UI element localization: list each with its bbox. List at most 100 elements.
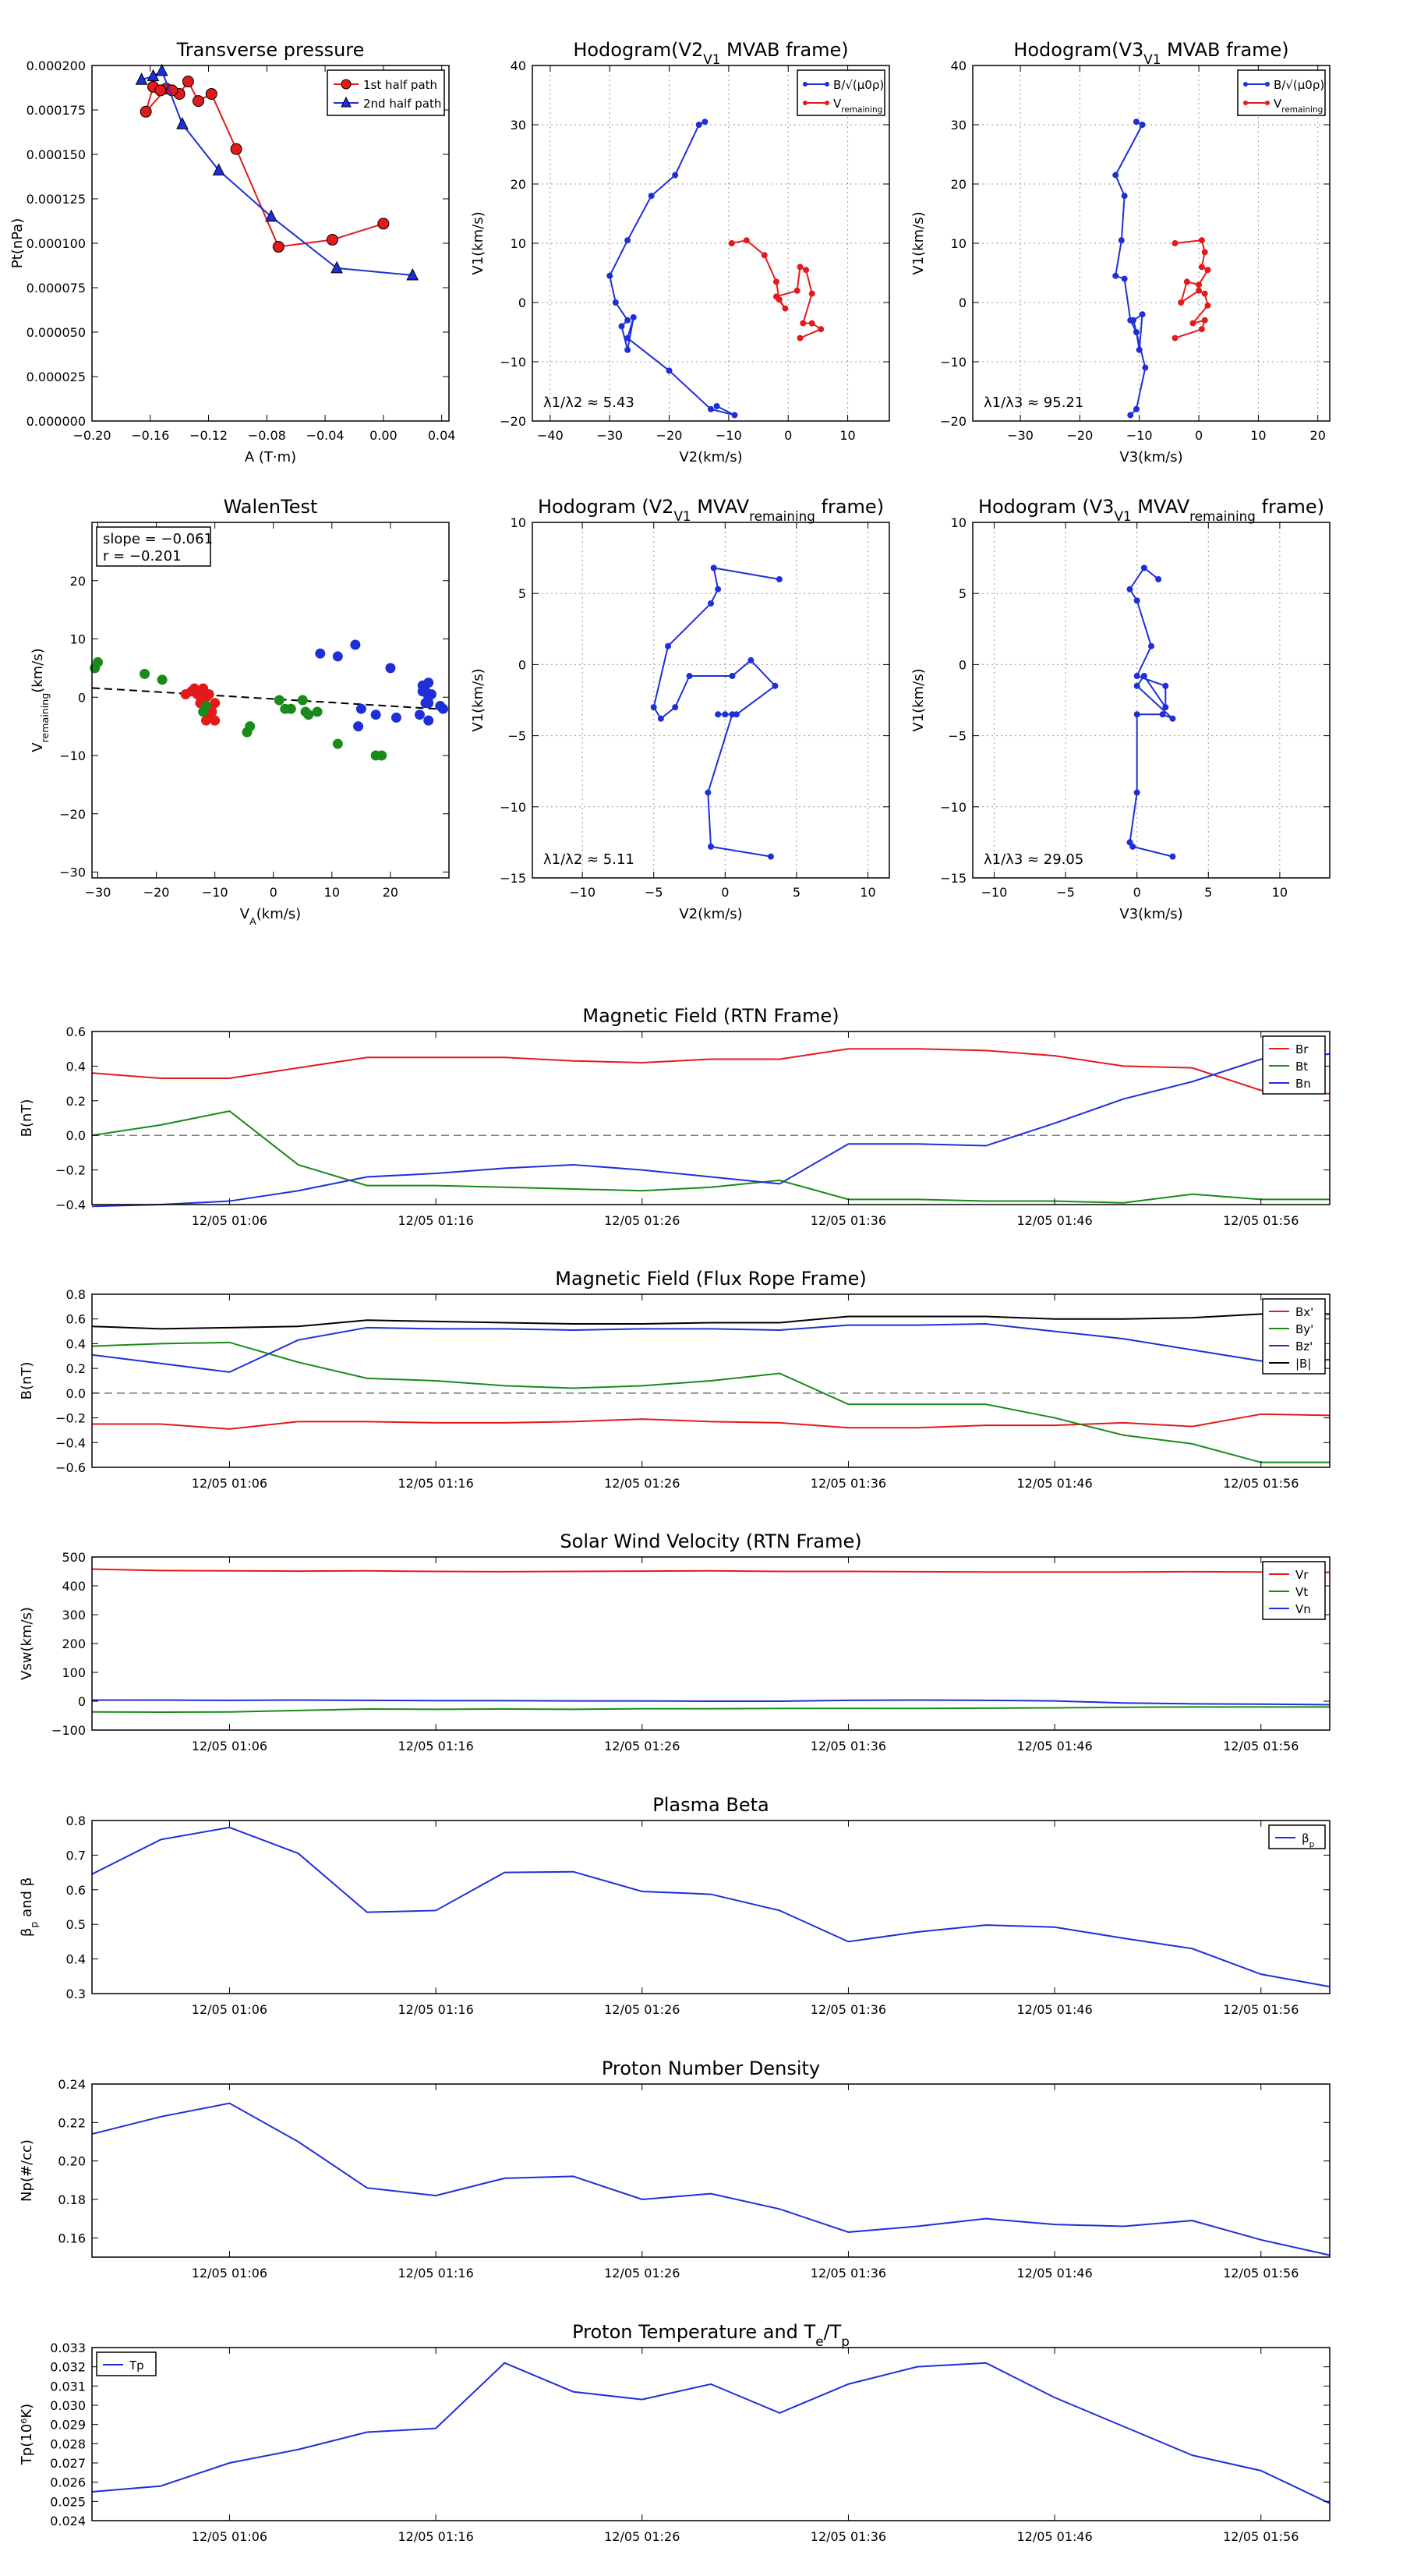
hodo2-title: Hodogram(V3V1 MVAB frame): [1013, 39, 1288, 67]
hodo2-point: [1112, 172, 1119, 179]
mag_rtn-xtick-label: 12/05 01:36: [811, 1213, 886, 1228]
hodo1-point: [702, 119, 709, 126]
mag_fr-ytick-label: 0.6: [66, 1312, 86, 1327]
hodo2-legend-label: B/√(μ0ρ): [1274, 78, 1324, 92]
hodo2-point: [1121, 275, 1128, 282]
mag_fr-ytick-label: −0.4: [55, 1435, 86, 1450]
walen-point: [245, 721, 256, 732]
hodo4-ytick-label: 0: [959, 657, 967, 672]
tp-title: Proton Temperature and Te/Tp: [572, 2321, 850, 2349]
vel-ytick-label: 400: [62, 1579, 86, 1594]
hodo2-point: [1196, 287, 1203, 294]
hodo3-point: [657, 715, 664, 722]
walen-ytick-label: −10: [59, 748, 86, 763]
hodo1-point: [713, 403, 720, 409]
mag_rtn-ytick-label: −0.4: [55, 1198, 86, 1212]
walen-title: WalenTest: [224, 496, 318, 518]
hodo2-xlabel: V3(km/s): [1119, 449, 1182, 465]
hodo1-point: [761, 252, 768, 259]
mag_fr-series-Bz': [91, 1323, 1331, 1373]
pt-point: [326, 233, 338, 246]
hodo2-ytick-label: −20: [940, 414, 967, 429]
hodo2-point: [1112, 272, 1119, 279]
hodo1-point: [695, 122, 702, 128]
hodo3-ytick-label: −5: [507, 729, 526, 744]
walen-point: [332, 651, 343, 662]
hodo1-point: [743, 237, 750, 244]
mag_rtn-series-Bt: [91, 1110, 1330, 1204]
mag_fr-ytick-label: −0.2: [55, 1411, 86, 1426]
tp-ytick-label: 0.026: [50, 2475, 86, 2490]
np-xtick-label: 12/05 01:06: [192, 2266, 267, 2281]
pt-xtick-label: 0.00: [369, 428, 398, 443]
hodo2-legend-box: [1237, 69, 1326, 116]
mag_fr-ytick-label: 0.8: [66, 1287, 86, 1302]
hodo1-point: [728, 240, 735, 246]
hodo4-point: [1162, 704, 1169, 711]
mag_rtn-ytick-label: 0.2: [66, 1094, 86, 1109]
hodo2-panel: −30 −20 −10 0 10 20 −20 −10 0 10 20 30 40 Hodogram(V3…: [910, 39, 1331, 465]
hodo2-legend-marker: [1265, 82, 1270, 87]
beta-series-β_p: [91, 1826, 1331, 1988]
walen-point: [350, 639, 361, 650]
tp-ytick-label: 0.031: [50, 2379, 86, 2394]
hodo4-point: [1162, 682, 1169, 689]
mag_fr-panel: −0.6 −0.4 −0.2 0.0 0.2 0.4 0.6 0.8 12/05 01:06 12…: [19, 1268, 1331, 1491]
pt-point: [230, 143, 242, 155]
mag_rtn-xtick-label: 12/05 01:56: [1223, 1213, 1299, 1228]
hodo2-point: [1201, 249, 1208, 256]
hodo2-point: [1189, 320, 1196, 327]
np-ytick-label: 0.22: [58, 2115, 86, 2130]
walen-point: [353, 721, 364, 732]
hodo1-point: [648, 193, 655, 200]
np-xtick-label: 12/05 01:56: [1223, 2266, 1299, 2281]
hodo3-point: [722, 711, 729, 718]
walen-point: [280, 703, 291, 714]
tp-ytick-label: 0.029: [50, 2418, 86, 2433]
hodo1-legend-marker: [825, 82, 829, 87]
tp-xtick-label: 12/05 01:56: [1223, 2529, 1299, 2544]
hodo1-series-line-1: [731, 239, 823, 339]
walen-annotation-box: [96, 526, 211, 567]
hodo3-xtick-label: 10: [860, 885, 875, 900]
hodo3-point: [665, 642, 672, 649]
pt-xtick-label: 0.04: [428, 428, 456, 443]
hodo2-point: [1204, 267, 1211, 274]
hodo2-legend-label: Vremaining: [1274, 97, 1323, 115]
hodo2-point: [1196, 281, 1203, 288]
hodo2-series-line-0: [1115, 121, 1147, 416]
mag_fr-series-By': [91, 1341, 1330, 1463]
hodo4-title: Hodogram (V3V1 MVAVremaining frame): [978, 496, 1324, 524]
mag_fr-series-|B|: [91, 1313, 1330, 1330]
hodo4-point: [1126, 586, 1133, 593]
beta-ytick-label: 0.5: [66, 1917, 86, 1932]
hodo2-point: [1201, 317, 1208, 324]
mag_fr-ytick-label: −0.6: [55, 1460, 86, 1475]
walen-point: [198, 686, 209, 697]
hodo2-legend-marker: [1265, 101, 1270, 105]
hodo4-xtick-label: −10: [981, 885, 1008, 900]
tp-xtick-label: 12/05 01:36: [811, 2529, 886, 2544]
hodo1-point: [612, 299, 619, 306]
walen-point: [423, 692, 434, 702]
hodo4-point: [1133, 682, 1140, 689]
beta-ytick-label: 0.8: [66, 1813, 86, 1828]
pt-xtick-label: −0.08: [248, 428, 286, 443]
hodo1-point: [708, 405, 714, 412]
hodo1-ytick-label: 10: [511, 236, 526, 251]
mag_fr-xtick-label: 12/05 01:16: [398, 1476, 473, 1491]
pt-ytick-label: 0.000150: [27, 147, 86, 162]
pt-point: [155, 63, 168, 76]
beta-ytick-label: 0.4: [66, 1952, 86, 1967]
hodo3-point: [729, 672, 736, 679]
hodo4-point: [1155, 575, 1162, 582]
walen-xtick-label: 20: [383, 885, 398, 900]
hodo3-point: [710, 564, 717, 571]
hodo3-point: [708, 600, 714, 607]
hodo3-ylabel: V1(km/s): [470, 668, 486, 731]
walen-point: [200, 700, 211, 711]
walen-point: [210, 715, 221, 726]
hodo3-point: [776, 575, 783, 582]
tp-series-Tp: [91, 2362, 1331, 2504]
hodo3-point: [650, 704, 657, 711]
